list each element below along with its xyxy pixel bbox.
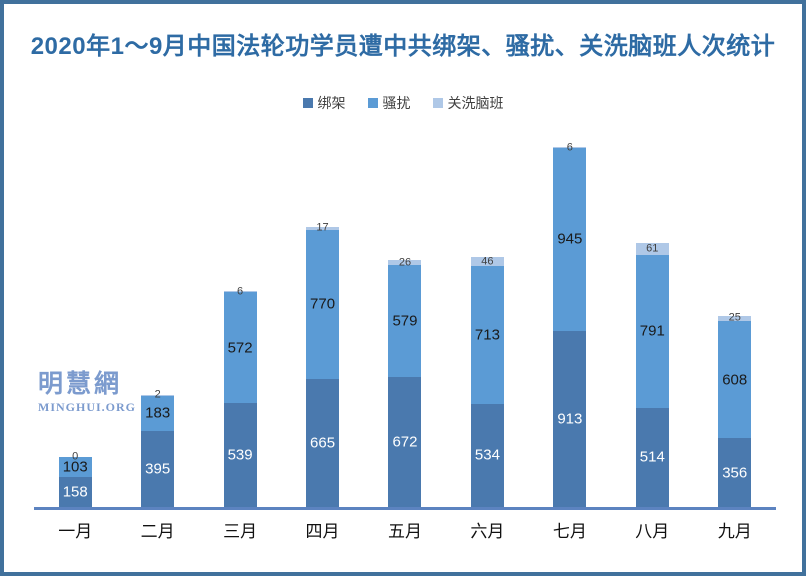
stacked-bar: 395 183 2 bbox=[141, 389, 175, 507]
legend-swatch-icon bbox=[432, 98, 443, 108]
bar-value-label: 770 bbox=[310, 295, 336, 313]
bar-segment-绑架: 534 bbox=[470, 403, 504, 507]
bar-segment-绑架: 158 bbox=[58, 476, 92, 507]
x-axis-label: 四月 bbox=[305, 522, 340, 541]
bar-segment-关洗脑班: 26 bbox=[388, 256, 422, 269]
bar-segment-绑架: 539 bbox=[223, 402, 257, 507]
stacked-bar: 514 791 61 bbox=[635, 242, 669, 507]
stacked-bar: 665 770 17 bbox=[306, 222, 340, 507]
bar-segment-绑架: 395 bbox=[141, 430, 175, 507]
bar-segment-关洗脑班: 25 bbox=[718, 311, 752, 324]
bar-segment-骚扰: 791 bbox=[635, 254, 669, 408]
x-axis-label: 三月 bbox=[223, 522, 258, 541]
bar-value-label: 158 bbox=[62, 483, 88, 501]
x-axis-label: 五月 bbox=[387, 522, 422, 541]
bar-column-九月: 356 608 25 bbox=[694, 147, 776, 507]
plot-area: 明慧網 MINGHUI.ORG 158 103 0 395 183 2 539 572 6 665… bbox=[34, 142, 776, 510]
bar-value-label: 26 bbox=[398, 256, 412, 269]
bar-value-label: 2 bbox=[154, 388, 161, 401]
bar-value-label: 17 bbox=[316, 221, 329, 234]
bar-column-六月: 534 713 46 bbox=[446, 147, 528, 507]
bar-value-label: 608 bbox=[722, 371, 748, 389]
bar-segment-骚扰: 103 bbox=[58, 456, 92, 477]
bar-value-label: 103 bbox=[62, 458, 88, 476]
x-axis-label: 八月 bbox=[635, 522, 670, 541]
legend-label: 骚扰 bbox=[382, 95, 411, 111]
legend-swatch-icon bbox=[367, 98, 378, 108]
bars: 158 103 0 395 183 2 539 572 6 665 770 17 672 579 26 534… bbox=[34, 142, 776, 507]
bar-column-四月: 665 770 17 bbox=[281, 147, 363, 507]
bar-segment-骚扰: 579 bbox=[388, 265, 422, 378]
bar-column-二月: 395 183 2 bbox=[116, 147, 198, 507]
bar-segment-绑架: 913 bbox=[553, 330, 587, 507]
bar-segment-骚扰: 572 bbox=[223, 292, 257, 403]
stacked-bar: 539 572 6 bbox=[223, 286, 257, 507]
legend-label: 绑架 bbox=[317, 95, 346, 111]
bar-column-八月: 514 791 61 bbox=[611, 147, 693, 507]
bar-segment-绑架: 672 bbox=[388, 377, 422, 507]
bar-value-label: 791 bbox=[639, 322, 665, 340]
bar-value-label: 913 bbox=[557, 410, 583, 428]
bar-value-label: 539 bbox=[227, 446, 253, 464]
bar-value-label: 514 bbox=[639, 448, 665, 466]
bar-segment-关洗脑班: 17 bbox=[306, 222, 340, 233]
bar-value-label: 945 bbox=[557, 230, 583, 248]
bar-value-label: 356 bbox=[722, 464, 748, 482]
bar-segment-骚扰: 608 bbox=[718, 320, 752, 439]
bar-segment-绑架: 665 bbox=[306, 378, 340, 507]
bar-segment-关洗脑班: 46 bbox=[470, 255, 504, 268]
bar-segment-绑架: 514 bbox=[635, 407, 669, 507]
legend: 绑架 骚扰 关洗脑班 bbox=[4, 93, 802, 113]
bar-value-label: 395 bbox=[145, 460, 171, 478]
bar-segment-骚扰: 183 bbox=[141, 395, 175, 431]
bar-segment-关洗脑班: 6 bbox=[223, 286, 257, 297]
x-axis-label: 六月 bbox=[470, 522, 505, 541]
legend-item-3: 关洗脑班 bbox=[432, 93, 504, 113]
bar-column-一月: 158 103 0 bbox=[34, 147, 116, 507]
bar-column-三月: 539 572 6 bbox=[199, 147, 281, 507]
legend-label: 关洗脑班 bbox=[447, 95, 504, 111]
bar-value-label: 25 bbox=[728, 311, 741, 324]
bar-value-label: 534 bbox=[474, 446, 500, 464]
bar-value-label: 6 bbox=[237, 285, 244, 298]
bar-segment-骚扰: 770 bbox=[306, 229, 340, 379]
stacked-bar: 356 608 25 bbox=[718, 311, 752, 507]
bar-value-label: 0 bbox=[72, 450, 79, 463]
stacked-bar: 534 713 46 bbox=[470, 255, 504, 507]
stacked-bar: 672 579 26 bbox=[388, 256, 422, 507]
bar-segment-绑架: 356 bbox=[718, 438, 752, 507]
bar-value-label: 61 bbox=[646, 242, 659, 255]
x-axis-label: 二月 bbox=[140, 522, 175, 541]
bar-value-label: 713 bbox=[474, 326, 500, 344]
bar-value-label: 6 bbox=[566, 141, 573, 154]
stacked-bar: 158 103 0 bbox=[58, 451, 92, 507]
bar-value-label: 572 bbox=[227, 339, 253, 357]
bar-segment-骚扰: 713 bbox=[470, 266, 504, 404]
bar-segment-关洗脑班: 61 bbox=[635, 242, 669, 255]
chart-title: 2020年1～9月中国法轮功学员遭中共绑架、骚扰、关洗脑班人次统计 bbox=[30, 33, 776, 60]
x-axis-label: 九月 bbox=[717, 522, 752, 541]
stacked-bar: 913 945 6 bbox=[553, 142, 587, 507]
legend-item-1: 绑架 bbox=[302, 93, 346, 113]
x-axis-labels: 一月 二月 三月 四月 五月 六月 七月 八月 九月 bbox=[34, 517, 776, 542]
legend-swatch-icon bbox=[302, 98, 313, 108]
bar-segment-骚扰: 945 bbox=[553, 148, 587, 331]
bar-column-七月: 913 945 6 bbox=[529, 142, 611, 507]
bar-value-label: 46 bbox=[481, 255, 494, 268]
bar-value-label: 183 bbox=[145, 404, 171, 422]
x-axis-label: 七月 bbox=[552, 522, 587, 541]
bar-column-五月: 672 579 26 bbox=[364, 147, 446, 507]
bar-value-label: 672 bbox=[392, 433, 418, 451]
legend-item-2: 骚扰 bbox=[367, 93, 411, 113]
bar-segment-关洗脑班: 6 bbox=[553, 142, 587, 153]
bar-value-label: 665 bbox=[310, 434, 336, 452]
x-axis-label: 一月 bbox=[58, 522, 93, 541]
bar-value-label: 579 bbox=[392, 312, 418, 330]
